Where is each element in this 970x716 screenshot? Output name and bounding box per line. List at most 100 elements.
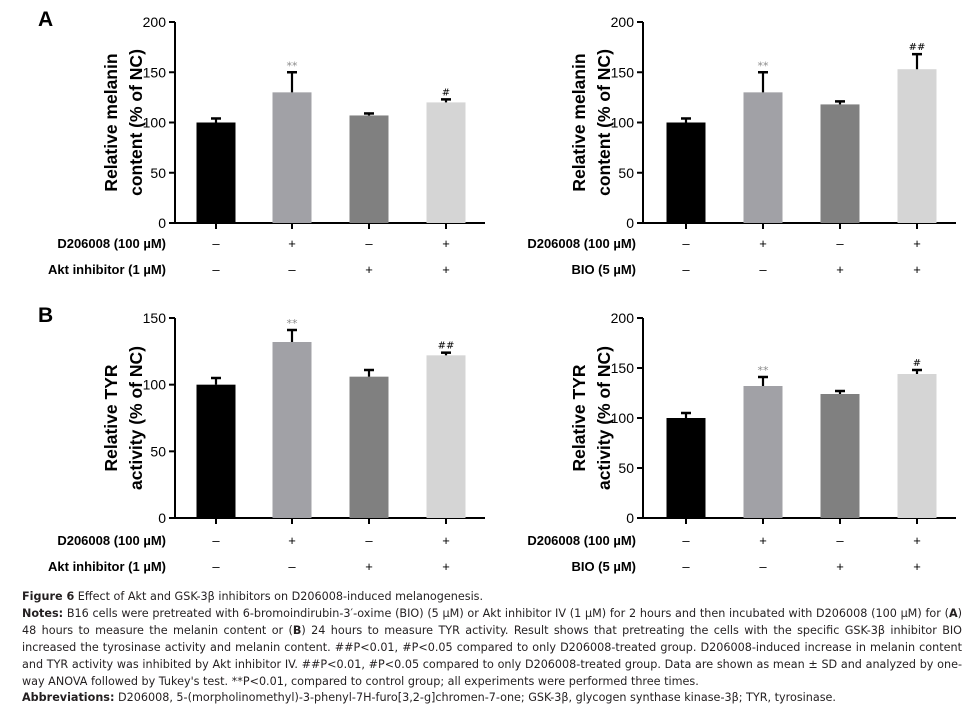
treatment-sign: +	[913, 236, 921, 251]
treatment-sign: +	[759, 236, 767, 251]
abbreviations-label: Abbreviations:	[22, 691, 115, 705]
y-tick-label: 100	[143, 115, 167, 131]
y-axis-label: activity (% of NC)	[126, 346, 146, 490]
bar	[666, 418, 706, 518]
bar	[897, 374, 937, 518]
treatment-sign: +	[836, 262, 844, 277]
y-tick-label: 100	[611, 410, 635, 426]
treatment-sign: +	[836, 559, 844, 574]
y-tick-label: 150	[143, 64, 167, 80]
significance-label: #	[913, 358, 921, 369]
treatment-sign: –	[836, 236, 844, 251]
treatment-row-label: D206008 (100 µM)	[57, 533, 166, 548]
notes-text-3: ) 24 hours to measure TYR activity. Resu…	[22, 623, 962, 688]
significance-label: #	[442, 87, 450, 98]
y-axis-label: Relative TYR	[569, 364, 589, 471]
y-tick-label: 0	[626, 215, 634, 231]
notes-panel-a-ref: A	[948, 606, 958, 620]
treatment-sign: –	[682, 262, 690, 277]
treatment-sign: +	[913, 262, 921, 277]
treatment-sign: +	[288, 236, 296, 251]
treatment-sign: –	[682, 533, 690, 548]
y-axis-label: Relative TYR	[101, 364, 121, 471]
y-tick-label: 0	[626, 510, 634, 526]
significance-label: ##	[909, 42, 926, 53]
bar	[426, 355, 466, 518]
caption-abbreviations: Abbreviations: D206008, 5-(morpholinomet…	[22, 690, 962, 707]
figure-title: Effect of Akt and GSK-3β inhibitors on D…	[74, 590, 484, 603]
treatment-sign: +	[288, 533, 296, 548]
treatment-sign: –	[288, 559, 296, 574]
y-tick-label: 200	[611, 310, 635, 326]
treatment-sign: –	[365, 236, 373, 251]
y-tick-label: 150	[611, 360, 635, 376]
treatment-sign: –	[682, 236, 690, 251]
caption-title-line: Figure 6 Effect of Akt and GSK-3β inhibi…	[22, 589, 962, 606]
notes-text-1: B16 cells were pretreated with 6-bromoin…	[63, 606, 949, 620]
treatment-sign: –	[212, 533, 220, 548]
y-axis-label: content (% of NC)	[594, 49, 614, 196]
bar	[743, 92, 783, 223]
y-tick-label: 0	[158, 510, 166, 526]
y-tick-label: 50	[150, 443, 166, 459]
treatment-sign: –	[365, 533, 373, 548]
significance-label: ##	[438, 341, 455, 352]
treatment-sign: +	[442, 533, 450, 548]
bar	[349, 115, 389, 223]
bar	[666, 122, 706, 223]
treatment-sign: –	[212, 262, 220, 277]
y-tick-label: 50	[150, 165, 166, 181]
treatment-sign: +	[913, 533, 921, 548]
notes-panel-b-ref: B	[292, 623, 302, 637]
treatment-sign: +	[759, 533, 767, 548]
treatment-sign: +	[365, 262, 373, 277]
caption-notes: Notes: B16 cells were pretreated with 6-…	[22, 606, 962, 691]
treatment-row-label: BIO (5 µM)	[571, 262, 636, 277]
bar	[897, 69, 937, 223]
treatment-row-label: Akt inhibitor (1 µM)	[48, 559, 166, 574]
bar	[743, 386, 783, 518]
treatment-row-label: Akt inhibitor (1 µM)	[48, 262, 166, 277]
notes-label: Notes:	[22, 606, 64, 620]
bar	[272, 92, 312, 223]
notes-text-2: ) 48 hours to measure the melanin conten…	[22, 606, 962, 637]
y-tick-label: 0	[158, 215, 166, 231]
treatment-row-label: BIO (5 µM)	[571, 559, 636, 574]
y-axis-label: activity (% of NC)	[594, 346, 614, 490]
bar	[820, 394, 860, 518]
y-tick-label: 50	[618, 460, 634, 476]
bar	[820, 104, 860, 223]
significance-label: **	[287, 317, 299, 330]
bar	[426, 102, 466, 223]
treatment-sign: –	[836, 533, 844, 548]
y-tick-label: 100	[143, 377, 167, 393]
y-axis-label: Relative melanin	[101, 53, 121, 191]
treatment-sign: –	[288, 262, 296, 277]
significance-label: **	[758, 59, 770, 72]
bar	[349, 376, 389, 518]
y-tick-label: 50	[618, 165, 634, 181]
figure-caption: Figure 6 Effect of Akt and GSK-3β inhibi…	[22, 589, 962, 707]
bar	[272, 342, 312, 518]
treatment-sign: +	[442, 236, 450, 251]
figure-label: Figure 6	[22, 590, 75, 603]
y-tick-label: 100	[611, 115, 635, 131]
treatment-sign: +	[442, 559, 450, 574]
treatment-row-label: D206008 (100 µM)	[527, 236, 636, 251]
y-axis-label: content (% of NC)	[126, 49, 146, 196]
treatment-sign: –	[759, 559, 767, 574]
bar	[196, 384, 236, 518]
treatment-sign: +	[442, 262, 450, 277]
abbreviations-text: D206008, 5-(morpholinomethyl)-3-phenyl-7…	[114, 691, 836, 705]
treatment-sign: +	[913, 559, 921, 574]
y-tick-label: 150	[143, 310, 167, 326]
treatment-sign: –	[759, 262, 767, 277]
treatment-row-label: D206008 (100 µM)	[527, 533, 636, 548]
treatment-sign: –	[682, 559, 690, 574]
significance-label: **	[758, 364, 770, 377]
treatment-sign: –	[212, 559, 220, 574]
y-tick-label: 150	[611, 64, 635, 80]
significance-label: **	[287, 59, 299, 72]
y-tick-label: 200	[611, 14, 635, 30]
